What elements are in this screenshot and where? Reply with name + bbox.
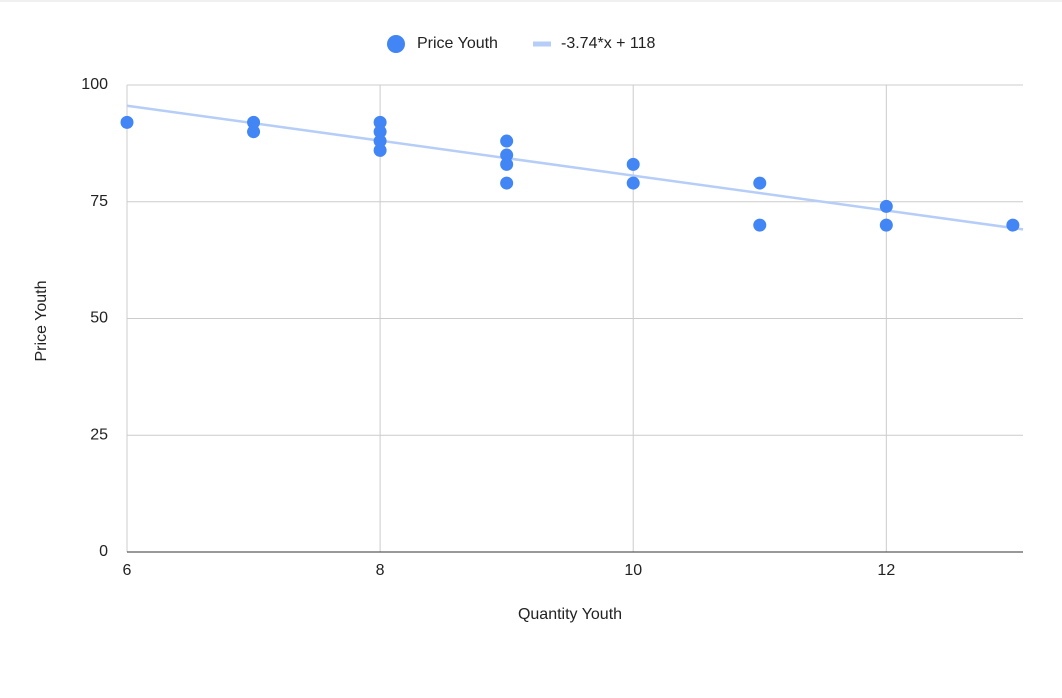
y-axis-title: Price Youth [33, 281, 50, 362]
trendline [126, 104, 1024, 231]
point [1006, 218, 1020, 232]
x-axis-title: Quantity Youth [518, 606, 622, 623]
point [626, 176, 640, 190]
x-tick-label: 6 [123, 562, 132, 579]
x-tick-label: 8 [376, 562, 385, 579]
point [373, 125, 387, 139]
point [879, 218, 893, 232]
point [247, 115, 261, 129]
point [879, 199, 893, 213]
point [500, 148, 514, 162]
legend-label: Price Youth [417, 35, 498, 52]
point [373, 143, 387, 157]
legend-marker [387, 35, 405, 53]
point [120, 115, 134, 129]
point [500, 176, 514, 190]
point [373, 115, 387, 129]
point [500, 157, 514, 171]
point [753, 218, 767, 232]
y-tick-label: 25 [90, 426, 108, 443]
x-tick-label: 10 [624, 562, 642, 579]
point [373, 134, 387, 148]
legend-label: -3.74*x + 118 [561, 35, 656, 52]
point [247, 125, 261, 139]
y-tick-label: 100 [81, 76, 108, 93]
y-tick-label: 75 [90, 193, 108, 210]
point [626, 157, 640, 171]
legend: Price Youth -3.74*x + 118 [387, 35, 656, 53]
point [753, 176, 767, 190]
x-tick-label: 12 [877, 562, 895, 579]
point [500, 134, 514, 148]
y-tick-label: 50 [90, 310, 108, 327]
y-tick-label: 0 [99, 543, 108, 560]
